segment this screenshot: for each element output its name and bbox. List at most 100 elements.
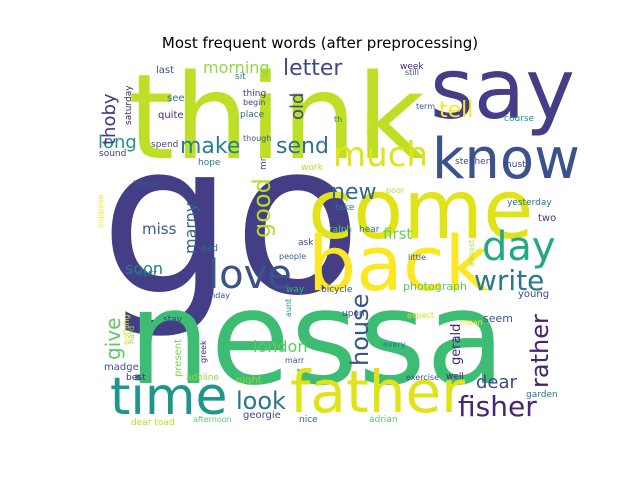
word-young: young	[518, 289, 549, 300]
word-expect: expect	[407, 311, 434, 320]
word-marr: marr	[285, 356, 305, 365]
word-tell: tell	[439, 98, 473, 123]
word-madge: madge	[104, 362, 139, 373]
word-saturday: saturday	[124, 85, 134, 125]
word-little: little	[408, 253, 426, 262]
word-though: though	[243, 134, 271, 143]
word-gerald: gerald	[449, 324, 464, 365]
word-marny: marny	[181, 203, 200, 254]
word-people: people	[279, 252, 306, 261]
word-thoby: thoby	[99, 93, 120, 145]
word-place: place	[240, 110, 265, 120]
word-garden: garden	[526, 390, 558, 400]
word-next: next	[137, 269, 157, 279]
word-think: think	[128, 48, 425, 186]
word-present: present	[173, 339, 184, 377]
word-thing: thing	[243, 89, 266, 99]
word-nice: nice	[299, 415, 318, 425]
word-th: th	[334, 115, 342, 124]
word-mean: mean	[460, 318, 483, 327]
word-know: know	[432, 127, 580, 192]
word-love: love	[208, 252, 292, 298]
word-new: new	[331, 180, 376, 205]
word-hour: hour	[365, 118, 373, 134]
word-letter: letter	[283, 56, 343, 81]
word-take: take	[335, 203, 355, 213]
word-spend: spend	[151, 140, 178, 150]
word-rather: rather	[526, 314, 554, 388]
word-nessa: nessa	[128, 262, 506, 414]
word-photograph: photograph	[403, 280, 467, 293]
word-write: write	[474, 264, 544, 297]
word-way: way	[286, 285, 305, 295]
word-bed: bed	[201, 244, 218, 254]
word-two: two	[538, 213, 556, 224]
word-nothing: nothing	[122, 314, 131, 345]
word-dear: dear	[476, 372, 518, 393]
word-father: father	[290, 358, 465, 426]
word-night: night	[236, 375, 262, 386]
word-long: long	[98, 132, 137, 153]
word-london: london	[253, 337, 307, 356]
word-well: well	[446, 372, 464, 382]
word-send: send	[276, 134, 329, 159]
word-first: first	[383, 225, 412, 243]
word-miss: miss	[142, 220, 177, 238]
word-sunday: sunday	[201, 291, 230, 300]
word-mr: mr	[259, 157, 269, 170]
word-house: house	[346, 294, 374, 366]
word-dear-toad: dear toad	[131, 418, 175, 428]
word-must: must	[503, 160, 526, 170]
word-day: day	[482, 224, 556, 270]
word-hear: hear	[359, 225, 380, 235]
word-make: make	[180, 134, 240, 159]
word-come: come	[308, 163, 534, 258]
word-georgie: georgie	[243, 410, 281, 421]
word-home: home	[133, 180, 159, 190]
word-fisher: fisher	[458, 390, 537, 423]
word-almost: almost	[467, 240, 476, 267]
word-time: time	[110, 367, 227, 427]
word-course: course	[504, 114, 535, 124]
word-week: week	[400, 62, 424, 72]
word-greek: greek	[199, 340, 208, 363]
word-sound: sound	[99, 149, 126, 159]
word-begin: begin	[243, 98, 265, 107]
word-suppose: suppose	[96, 195, 105, 228]
word-hope: hope	[198, 158, 221, 168]
word-exercise: exercise	[406, 373, 439, 382]
word-soon: soon	[125, 259, 163, 278]
word-last: last	[156, 65, 174, 76]
word-poor: poor	[386, 186, 405, 195]
word-hard: hard	[127, 326, 136, 344]
word-stephen: stephen	[455, 157, 491, 167]
word-aunt: aunt	[284, 299, 293, 317]
word-best: best	[126, 373, 146, 383]
chart-title: Most frequent words (after preprocessing…	[161, 34, 479, 52]
word-every: every	[383, 340, 406, 349]
word-look: look	[236, 387, 286, 415]
word-seem: seem	[483, 312, 513, 325]
word-give: give	[101, 318, 125, 360]
word-afternoon: afternoon	[193, 415, 232, 424]
word-still: still	[405, 68, 419, 77]
word-back: back	[308, 219, 489, 308]
word-quite: quite	[158, 110, 184, 121]
word-upon: upon	[342, 309, 365, 319]
word-go: go	[100, 97, 362, 342]
word-work: work	[301, 163, 324, 173]
word-morning: morning	[203, 58, 270, 77]
word-term: term	[416, 102, 435, 111]
word-see: see	[167, 93, 185, 104]
word-say: say	[430, 40, 575, 138]
word-yesterday: yesterday	[507, 198, 552, 208]
word-sit: sit	[235, 72, 246, 82]
word-good: good	[248, 178, 276, 238]
word-much: much	[333, 135, 428, 175]
word-stay: stay	[163, 315, 183, 325]
word-ask: ask	[298, 238, 314, 248]
word-adrian: adrian	[369, 415, 398, 425]
word-adeline: adeline	[186, 373, 219, 383]
word-ralph: ralph	[329, 225, 352, 235]
